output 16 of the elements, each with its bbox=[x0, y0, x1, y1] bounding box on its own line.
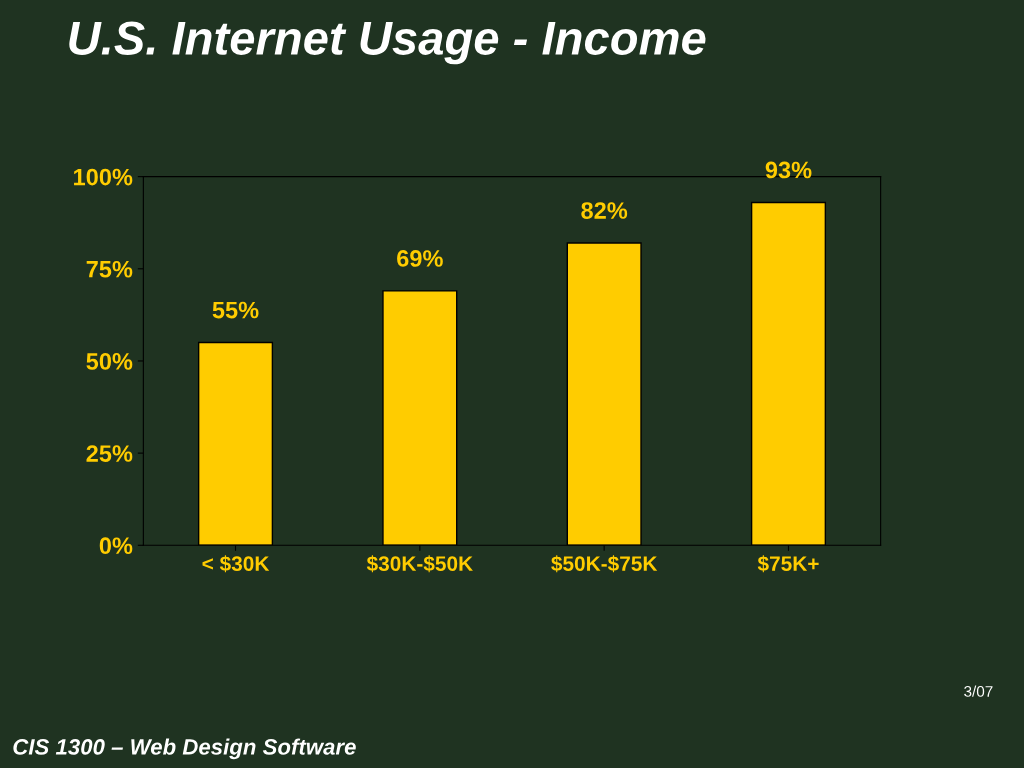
data-label: 93% bbox=[765, 161, 812, 179]
x-tick-label: $50K-$75K bbox=[551, 555, 658, 573]
data-label: 69% bbox=[397, 250, 443, 267]
data-label: 82% bbox=[581, 202, 628, 219]
text: 3/07 bbox=[964, 685, 993, 697]
y-tick-label: 75% bbox=[86, 260, 133, 278]
text: CIS 1300 – Web Design Software bbox=[13, 738, 356, 760]
y-tick-label: 25% bbox=[86, 445, 133, 462]
x-tick-label: $75K+ bbox=[757, 555, 819, 573]
data-label: 55% bbox=[212, 301, 259, 319]
x-tick-label: $30K-$50K bbox=[366, 555, 473, 573]
y-tick-label: 0% bbox=[99, 537, 133, 555]
x-tick-label: < $30K bbox=[202, 555, 270, 573]
y-tick-label: 50% bbox=[86, 353, 133, 370]
y-tick-label: 100% bbox=[74, 168, 133, 186]
chart-title: U.S. Internet Usage - Income bbox=[69, 21, 706, 65]
